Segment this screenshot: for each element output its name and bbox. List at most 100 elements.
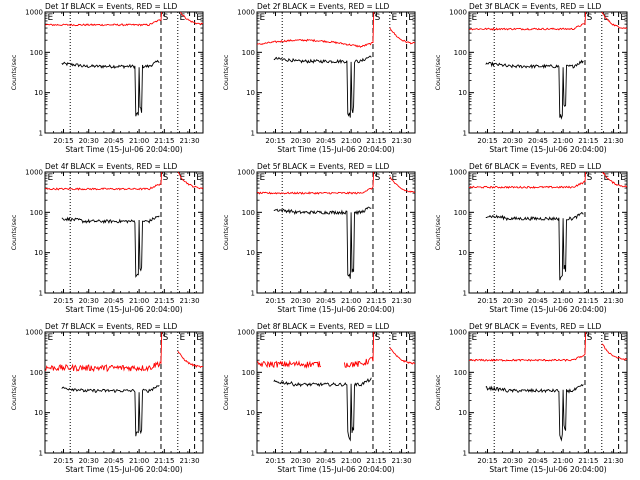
panel-title: Det 4f BLACK = Events, RED = LLD bbox=[45, 162, 178, 171]
panel-1: Det 1f BLACK = Events, RED = LLD 1 10 100 10… bbox=[10, 2, 204, 154]
x-tick-label: 20:45 bbox=[528, 457, 548, 465]
lld-series-line bbox=[257, 12, 375, 48]
x-tick-label: 20:45 bbox=[316, 457, 336, 465]
y-axis-label: Counts/sec bbox=[10, 374, 18, 410]
plot-frame bbox=[256, 171, 416, 294]
x-tick-label: 20:30 bbox=[503, 297, 523, 305]
x-tick-label: 21:15 bbox=[366, 457, 386, 465]
x-tick-label: 20:15 bbox=[53, 297, 73, 305]
x-tick-label: 21:30 bbox=[603, 137, 623, 145]
region-marker: E bbox=[472, 333, 478, 343]
x-axis-label: Start Time (15-Jul-06 20:04:00) bbox=[65, 305, 182, 314]
x-tick-label: 21:00 bbox=[341, 137, 361, 145]
y-tick-label: 1 bbox=[251, 130, 255, 138]
lld-series-line bbox=[343, 332, 375, 369]
x-tick-label: 21:15 bbox=[154, 457, 174, 465]
region-marker: E bbox=[391, 333, 397, 343]
y-axis-label: Counts/sec bbox=[434, 54, 442, 90]
y-tick-label: 100 bbox=[30, 49, 43, 57]
lld-series-line bbox=[469, 12, 587, 31]
x-axis-label: Start Time (15-Jul-06 20:04:00) bbox=[65, 145, 182, 154]
x-tick-label: 20:45 bbox=[528, 297, 548, 305]
y-axis-label: Counts/sec bbox=[222, 374, 230, 410]
y-tick-label: 10 bbox=[34, 249, 43, 257]
plot-frame bbox=[256, 11, 416, 134]
region-marker: S bbox=[375, 333, 381, 343]
region-marker: S bbox=[163, 333, 169, 343]
events-series-line bbox=[485, 212, 584, 281]
region-marker: S bbox=[375, 173, 381, 183]
x-tick-label: 20:45 bbox=[104, 297, 124, 305]
region-marker: S bbox=[587, 13, 593, 23]
lld-series-line bbox=[602, 172, 627, 188]
panel-8: Det 8f BLACK = Events, RED = LLD 1 10 100 10… bbox=[222, 322, 416, 474]
x-tick-label: 20:30 bbox=[79, 297, 99, 305]
events-series-line bbox=[61, 384, 160, 437]
lld-series-line bbox=[177, 350, 203, 369]
y-tick-label: 100 bbox=[454, 49, 467, 57]
region-marker: E bbox=[472, 13, 478, 23]
events-series-line bbox=[273, 206, 372, 279]
y-tick-label: 10 bbox=[458, 249, 467, 257]
x-axis-label: Start Time (15-Jul-06 20:04:00) bbox=[489, 305, 606, 314]
y-tick-label: 1 bbox=[463, 450, 467, 458]
y-tick-label: 1000 bbox=[449, 329, 467, 337]
x-tick-label: 21:30 bbox=[179, 457, 199, 465]
x-tick-label: 21:30 bbox=[391, 297, 411, 305]
y-tick-label: 1000 bbox=[25, 169, 43, 177]
y-tick-label: 1 bbox=[463, 290, 467, 298]
y-tick-label: 1000 bbox=[25, 9, 43, 17]
x-tick-label: 21:00 bbox=[129, 457, 149, 465]
plot-frame bbox=[44, 331, 204, 454]
x-axis-label: Start Time (15-Jul-06 20:04:00) bbox=[489, 465, 606, 474]
x-tick-label: 21:00 bbox=[553, 297, 573, 305]
region-marker: E bbox=[179, 13, 185, 23]
region-marker: S bbox=[587, 333, 593, 343]
panel-title: Det 9f BLACK = Events, RED = LLD bbox=[469, 322, 602, 331]
x-tick-label: 21:00 bbox=[341, 457, 361, 465]
y-tick-label: 100 bbox=[242, 209, 255, 217]
region-marker: E bbox=[408, 173, 414, 183]
events-series-line bbox=[273, 377, 372, 442]
plot-frame bbox=[44, 171, 204, 294]
region-marker: E bbox=[472, 173, 478, 183]
panel-3: Det 3f BLACK = Events, RED = LLD 1 10 100 10… bbox=[434, 2, 628, 154]
region-marker: E bbox=[260, 13, 266, 23]
region-marker: E bbox=[196, 333, 202, 343]
lld-series-line bbox=[601, 12, 627, 29]
y-axis-label: Counts/sec bbox=[10, 54, 18, 90]
y-axis-label: Counts/sec bbox=[434, 214, 442, 250]
panel-title: Det 7f BLACK = Events, RED = LLD bbox=[45, 322, 178, 331]
y-tick-label: 1 bbox=[39, 130, 43, 138]
y-tick-label: 1000 bbox=[449, 9, 467, 17]
x-tick-label: 21:15 bbox=[578, 457, 598, 465]
x-tick-label: 20:45 bbox=[104, 137, 124, 145]
x-tick-label: 20:45 bbox=[316, 297, 336, 305]
y-tick-label: 1 bbox=[463, 130, 467, 138]
x-tick-label: 20:15 bbox=[265, 297, 285, 305]
panel-9: Det 9f BLACK = Events, RED = LLD 1 10 100 10… bbox=[434, 322, 628, 474]
region-marker: E bbox=[408, 333, 414, 343]
y-tick-label: 1 bbox=[39, 450, 43, 458]
x-tick-label: 20:30 bbox=[503, 457, 523, 465]
x-tick-label: 20:30 bbox=[79, 457, 99, 465]
region-marker: E bbox=[196, 13, 202, 23]
events-series-line bbox=[485, 59, 584, 120]
x-tick-label: 20:30 bbox=[503, 137, 523, 145]
x-tick-label: 21:15 bbox=[154, 137, 174, 145]
y-tick-label: 10 bbox=[34, 89, 43, 97]
events-series-line bbox=[273, 55, 372, 118]
x-tick-label: 21:30 bbox=[391, 137, 411, 145]
region-marker: E bbox=[48, 333, 54, 343]
lld-series-line bbox=[177, 172, 203, 190]
y-tick-label: 10 bbox=[458, 89, 467, 97]
y-tick-label: 10 bbox=[34, 409, 43, 417]
region-marker: E bbox=[620, 333, 626, 343]
lld-series-line bbox=[179, 12, 203, 26]
x-tick-label: 20:15 bbox=[265, 137, 285, 145]
lld-series-line bbox=[45, 172, 163, 191]
region-marker: E bbox=[179, 333, 185, 343]
y-tick-label: 100 bbox=[454, 209, 467, 217]
x-tick-label: 20:30 bbox=[291, 297, 311, 305]
